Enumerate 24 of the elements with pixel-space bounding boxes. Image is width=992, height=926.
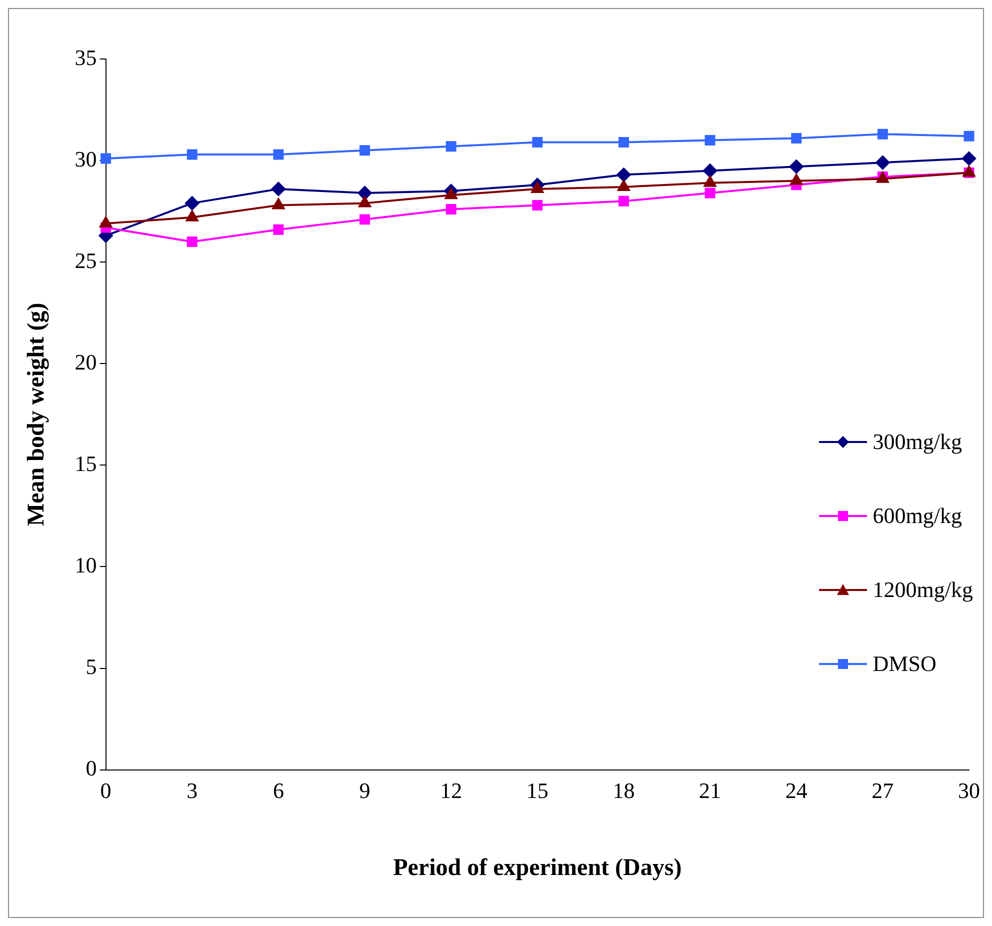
- x-tick-label: 3: [186, 778, 198, 803]
- legend-label: 1200mg/kg: [872, 577, 973, 603]
- y-tick-label: 30: [74, 146, 97, 172]
- legend-label: 600mg/kg: [872, 503, 962, 529]
- y-axis-title: Mean body weight (g): [24, 302, 50, 526]
- y-tick-label: 35: [74, 44, 97, 70]
- y-tick-label: 20: [74, 349, 97, 374]
- legend-label: DMSO: [872, 651, 936, 677]
- x-tick-label: 12: [440, 778, 462, 803]
- x-tick-label: 9: [359, 778, 370, 803]
- x-tick-label: 6: [272, 778, 284, 803]
- x-tick-label: 21: [699, 778, 722, 803]
- y-tick-label: 5: [86, 654, 97, 680]
- x-tick-label: 27: [872, 778, 894, 803]
- legend-label: 300mg/kg: [872, 429, 962, 455]
- y-tick-label: 10: [74, 552, 97, 578]
- y-tick-label: 25: [74, 248, 97, 273]
- y-tick-label: 15: [74, 450, 97, 476]
- x-tick-label: 15: [526, 778, 548, 803]
- y-tick-label: 0: [86, 756, 97, 781]
- x-tick-label: 30: [958, 778, 980, 803]
- x-axis-title: Period of experiment (Days): [393, 854, 682, 881]
- x-tick-label: 24: [785, 778, 808, 803]
- x-tick-label: 18: [612, 778, 635, 803]
